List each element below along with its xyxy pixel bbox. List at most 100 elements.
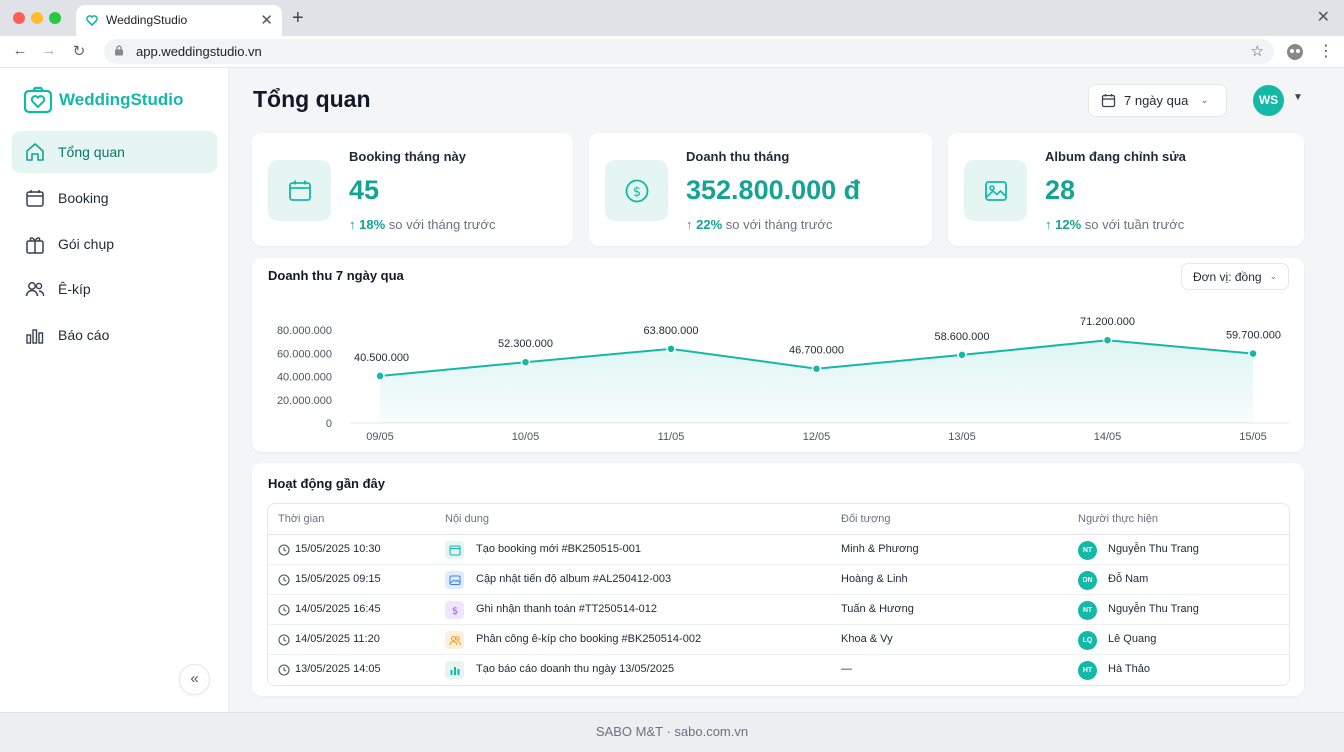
url-input[interactable]: app.weddingstudio.vn ☆: [104, 39, 1274, 64]
stat-delta: ↑ 12% so với tuần trước: [1045, 217, 1184, 232]
clock-icon: [278, 664, 290, 676]
unit-label: Đơn vị: đồng: [1193, 269, 1262, 284]
data-point: [375, 371, 385, 381]
cell-content[interactable]: Cập nhật tiến độ album #AL250412-003: [476, 573, 672, 585]
clock-icon: [278, 544, 290, 556]
x-tick-label: 09/05: [366, 431, 394, 443]
cell-target: Tuấn & Hương: [841, 603, 914, 615]
profile-icon[interactable]: [1286, 43, 1304, 61]
tab-close-icon[interactable]: ✕: [260, 12, 273, 29]
data-point: [520, 357, 531, 367]
table-row[interactable]: 14/05/2025 16:45 $ Ghi nhận thanh toán #…: [268, 595, 1289, 625]
chevron-down-icon[interactable]: ▼: [1293, 92, 1303, 103]
calendar-icon: [26, 190, 44, 207]
back-button[interactable]: ←: [12, 42, 28, 59]
cell-time: 15/05/2025 09:15: [295, 573, 381, 585]
calendar-icon: [448, 545, 461, 556]
avatar: HT: [1078, 661, 1097, 680]
table-row[interactable]: 13/05/2025 14:05 Tạo báo cáo doanh thu n…: [268, 655, 1289, 685]
stat-icon-box: [964, 160, 1027, 221]
sidebar-item-goi-chup[interactable]: Gói chụp: [12, 223, 217, 265]
stat-delta: ↑ 22% so với tháng trước: [686, 217, 832, 232]
window-minimize-dot[interactable]: [31, 12, 43, 24]
stat-delta-percent: 18%: [359, 217, 386, 232]
logo-text: WeddingStudio: [59, 90, 184, 109]
cell-target: —: [841, 663, 852, 675]
collapse-sidebar-button[interactable]: «: [179, 664, 210, 695]
row-type-icon-box: [445, 571, 464, 589]
y-tick-label: 40.000.000: [277, 372, 332, 384]
cell-user: Lê Quang: [1108, 633, 1157, 645]
sidebar-item-ekip[interactable]: Ê-kíp: [12, 268, 217, 310]
column-header-target: Đối tượng: [841, 513, 891, 525]
bar-chart-icon: [450, 667, 459, 675]
browser-tab-bar: WeddingStudio ✕ + ✕: [0, 0, 1344, 36]
users-icon: [448, 635, 461, 646]
row-type-icon-box: $: [445, 601, 464, 619]
gift-icon: [26, 237, 44, 254]
cell-user: Nguyễn Thu Trang: [1108, 603, 1199, 615]
cell-content[interactable]: Phân công ê-kíp cho booking #BK250514-00…: [476, 633, 702, 645]
browser-tab[interactable]: WeddingStudio ✕: [76, 5, 282, 36]
new-tab-button[interactable]: +: [292, 7, 304, 29]
clock-icon: [278, 604, 290, 616]
svg-text:$: $: [451, 606, 457, 616]
x-tick-label: 10/05: [512, 431, 540, 443]
cell-user: Đỗ Nam: [1108, 573, 1149, 585]
table-row[interactable]: 15/05/2025 09:15 Cập nhật tiến độ album …: [268, 565, 1289, 595]
cell-user: Nguyễn Thu Trang: [1108, 543, 1199, 555]
cell-target: Minh & Phương: [841, 543, 919, 555]
avatar: DN: [1078, 571, 1097, 590]
stat-value: 28: [1045, 175, 1076, 205]
cell-content[interactable]: Tạo booking mới #BK250515-001: [476, 543, 641, 555]
x-tick-label: 11/05: [658, 431, 685, 443]
table-row[interactable]: 15/05/2025 10:30 Tạo booking mới #BK2505…: [268, 535, 1289, 565]
lock-icon: [115, 45, 123, 56]
y-tick-label: 20.000.000: [277, 395, 332, 407]
stat-card-booking: Booking tháng này 45 ↑ 18% so với tháng …: [252, 133, 573, 246]
data-label: 59.700.000: [1226, 330, 1281, 342]
stat-card-revenue: $ Doanh thu tháng 352.800.000 đ ↑ 22% so…: [589, 133, 932, 246]
cell-time: 13/05/2025 14:05: [295, 663, 381, 675]
window-maximize-dot[interactable]: [49, 12, 61, 24]
window-close-dot[interactable]: [13, 12, 25, 24]
y-tick-label: 0: [326, 418, 332, 430]
browser-menu-icon[interactable]: ⋮: [1318, 43, 1334, 60]
row-type-icon-box: [445, 631, 464, 649]
avatar[interactable]: WS: [1253, 85, 1284, 116]
table-row[interactable]: 14/05/2025 11:20 Phân công ê-kíp cho boo…: [268, 625, 1289, 655]
stat-value: 352.800.000 đ: [686, 175, 861, 205]
reload-button[interactable]: ↻: [72, 43, 86, 60]
favicon-icon: [86, 15, 98, 27]
cell-content[interactable]: Tạo báo cáo doanh thu ngày 13/05/2025: [476, 663, 675, 675]
x-tick-label: 15/05: [1239, 431, 1267, 443]
cell-target: Hoàng & Linh: [841, 573, 908, 585]
tab-title: WeddingStudio: [106, 13, 188, 27]
data-point: [666, 344, 676, 354]
data-point: [1102, 335, 1113, 345]
sidebar-item-booking[interactable]: Booking: [12, 177, 217, 219]
data-point: [811, 363, 822, 374]
data-point: [1248, 348, 1258, 359]
unit-dropdown[interactable]: Đơn vị: đồng ⌄: [1181, 263, 1289, 290]
cell-content[interactable]: Ghi nhận thanh toán #TT250514-012: [476, 603, 658, 615]
bookmark-star-icon[interactable]: ☆: [1250, 43, 1264, 60]
app-window: WeddingStudio Tổng quan Booking Gói chụp…: [0, 68, 1344, 712]
cell-target: Khoa & Vy: [841, 633, 893, 645]
svg-text:$: $: [632, 185, 640, 200]
sidebar-item-bao-cao[interactable]: Báo cáo: [12, 314, 217, 356]
sidebar-item-tong-quan[interactable]: Tổng quan: [12, 131, 217, 173]
section-title: Hoạt động gần đây: [268, 476, 385, 491]
cell-time: 14/05/2025 11:20: [295, 633, 380, 645]
date-range-dropdown[interactable]: 7 ngày qua ⌄: [1088, 84, 1227, 117]
close-icon[interactable]: ✕: [1316, 9, 1330, 26]
chevron-down-icon: ⌄: [1269, 271, 1278, 281]
address-bar: ← → ↻ app.weddingstudio.vn ☆ ⋮: [0, 36, 1344, 68]
up-arrow-icon: ↑: [1045, 217, 1052, 232]
data-label: 63.800.000: [643, 325, 698, 337]
forward-button[interactable]: →: [41, 42, 57, 59]
logo[interactable]: WeddingStudio: [23, 86, 183, 114]
cell-user: Hà Thảo: [1108, 663, 1150, 675]
main-content: Tổng quan 7 ngày qua ⌄ WS ▼ Booking thán…: [229, 68, 1344, 712]
avatar: LQ: [1078, 631, 1097, 650]
